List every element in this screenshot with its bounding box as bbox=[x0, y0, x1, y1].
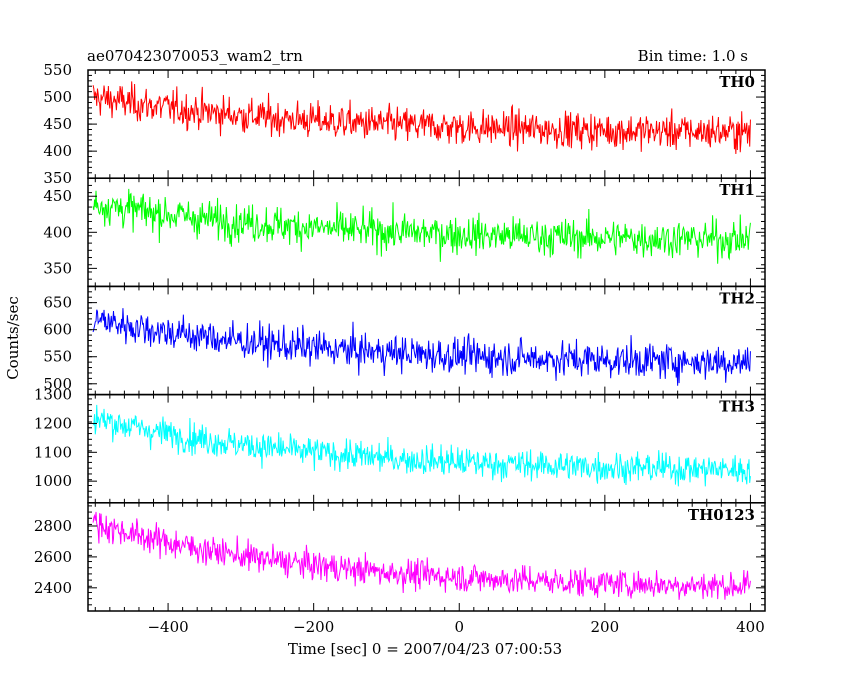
series-line-th2 bbox=[92, 308, 751, 386]
y-tick-label: 1200 bbox=[34, 414, 72, 432]
y-tick-label: 350 bbox=[43, 169, 72, 187]
chart-title: ae070423070053_wam2_trn bbox=[87, 47, 303, 65]
panels-group: 350 400 450 500 550 TH0 350 400 450 TH1 500 550 600 6… bbox=[34, 61, 766, 636]
x-axis-label: Time [sec] 0 = 2007/04/23 07:00:53 bbox=[288, 640, 562, 658]
panel-frame-th2 bbox=[87, 285, 766, 396]
y-tick-label: 400 bbox=[43, 142, 72, 160]
y-tick-label: 500 bbox=[43, 375, 72, 393]
y-tick-label: 550 bbox=[43, 61, 72, 79]
series-line-th1 bbox=[92, 188, 751, 264]
panel-label-th0123: TH0123 bbox=[688, 506, 755, 524]
y-tick-label: 400 bbox=[43, 223, 72, 241]
y-tick-label: 450 bbox=[43, 115, 72, 133]
y-tick-label: 500 bbox=[43, 88, 72, 106]
y-tick-label: 450 bbox=[43, 187, 72, 205]
y-tick-label: 1100 bbox=[34, 443, 72, 461]
panel-frame-th0123 bbox=[87, 502, 766, 612]
series-line-th0123 bbox=[92, 511, 751, 600]
y-tick-label: 2400 bbox=[34, 579, 72, 597]
y-tick-label: 600 bbox=[43, 321, 72, 339]
panel-label-th3: TH3 bbox=[719, 398, 755, 416]
y-tick-label: 650 bbox=[43, 294, 72, 312]
series-line-th0 bbox=[92, 81, 751, 154]
panel-label-th2: TH2 bbox=[719, 289, 755, 307]
x-tick-label: 400 bbox=[736, 618, 765, 636]
panel-label-th0: TH0 bbox=[719, 73, 755, 91]
y-axis-label: Counts/sec bbox=[4, 296, 22, 380]
series-line-th3 bbox=[92, 404, 751, 487]
y-tick-label: 2600 bbox=[34, 548, 72, 566]
y-tick-label: 550 bbox=[43, 348, 72, 366]
x-tick-label: 200 bbox=[591, 618, 620, 636]
y-tick-label: 1300 bbox=[34, 386, 72, 404]
y-tick-label: 1000 bbox=[34, 472, 72, 490]
y-tick-label: 350 bbox=[43, 259, 72, 277]
bin-time-label: Bin time: 1.0 s bbox=[638, 47, 748, 65]
x-tick-label: −200 bbox=[293, 618, 334, 636]
x-tick-label: −400 bbox=[147, 618, 188, 636]
panel-label-th1: TH1 bbox=[719, 181, 755, 199]
y-tick-label: 2800 bbox=[34, 517, 72, 535]
x-tick-label: 0 bbox=[454, 618, 464, 636]
